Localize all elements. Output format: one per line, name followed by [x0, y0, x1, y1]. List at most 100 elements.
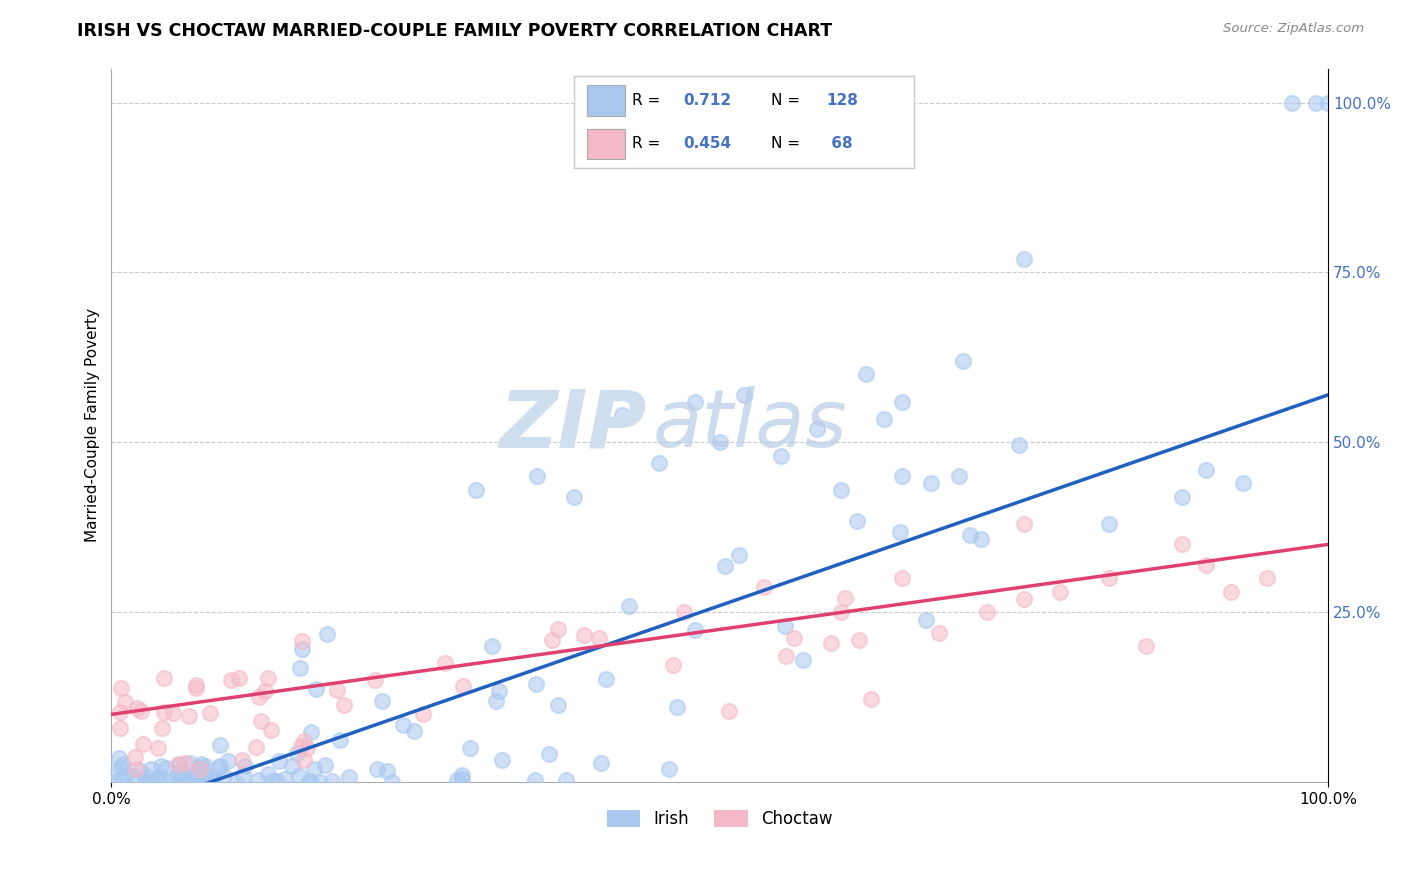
Point: [198, 706, 221, 720]
Point: [134, 774, 156, 789]
Point: [806, 422, 828, 436]
Point: [217, 754, 239, 768]
Point: [333, 698, 356, 712]
Point: [245, 739, 267, 754]
Point: [326, 682, 349, 697]
Point: [547, 622, 569, 636]
Point: [177, 709, 200, 723]
Point: [308, 775, 330, 789]
Point: [110, 705, 132, 719]
Point: [662, 658, 685, 673]
Point: [146, 772, 169, 786]
Point: [572, 627, 595, 641]
Point: [152, 671, 174, 685]
Point: [315, 626, 337, 640]
Point: [458, 740, 481, 755]
Point: [124, 750, 146, 764]
Point: [412, 706, 434, 721]
Point: [547, 698, 569, 713]
Point: [404, 724, 426, 739]
Point: [554, 773, 576, 788]
Point: [235, 759, 257, 773]
Point: [290, 739, 312, 753]
Point: [254, 684, 277, 698]
Point: [321, 773, 343, 788]
Point: [595, 672, 617, 686]
Point: [1098, 571, 1121, 585]
Point: [132, 738, 155, 752]
Point: [193, 764, 215, 779]
Point: [292, 753, 315, 767]
Text: Source: ZipAtlas.com: Source: ZipAtlas.com: [1223, 22, 1364, 36]
Point: [648, 456, 671, 470]
Point: [190, 757, 212, 772]
Point: [920, 476, 942, 491]
Point: [299, 724, 322, 739]
Point: [855, 368, 877, 382]
Point: [1219, 585, 1241, 599]
Point: [446, 772, 468, 787]
Point: [1171, 490, 1194, 504]
Point: [1195, 462, 1218, 476]
Point: [524, 677, 547, 691]
Point: [247, 690, 270, 704]
Point: [976, 606, 998, 620]
Point: [231, 753, 253, 767]
Point: [167, 765, 190, 780]
Point: [298, 773, 321, 788]
Point: [451, 679, 474, 693]
Point: [291, 634, 314, 648]
Point: [728, 549, 751, 563]
Point: [285, 747, 308, 761]
Point: [104, 764, 127, 778]
Point: [1135, 640, 1157, 654]
Point: [392, 717, 415, 731]
Point: [269, 754, 291, 768]
Point: [138, 775, 160, 789]
Point: [769, 449, 792, 463]
Point: [155, 761, 177, 775]
Point: [110, 681, 132, 696]
Point: [1007, 438, 1029, 452]
Point: [184, 772, 207, 786]
Point: [433, 656, 456, 670]
Point: [188, 769, 211, 783]
Y-axis label: Married-Couple Family Poverty: Married-Couple Family Poverty: [86, 309, 100, 542]
Point: [208, 759, 231, 773]
Point: [485, 694, 508, 708]
Point: [891, 571, 914, 585]
Point: [247, 773, 270, 788]
Point: [129, 704, 152, 718]
Point: [1195, 558, 1218, 572]
Point: [201, 773, 224, 788]
Point: [198, 771, 221, 785]
Point: [114, 695, 136, 709]
Point: [111, 756, 134, 771]
Point: [288, 661, 311, 675]
Point: [959, 528, 981, 542]
Legend: Irish, Choctaw: Irish, Choctaw: [600, 803, 839, 835]
Point: [612, 409, 634, 423]
Point: [181, 766, 204, 780]
Point: [170, 769, 193, 783]
Point: [135, 769, 157, 783]
Point: [948, 468, 970, 483]
Point: [305, 681, 328, 696]
Text: atlas: atlas: [652, 386, 848, 465]
Point: [366, 762, 388, 776]
Point: [179, 756, 201, 770]
Point: [848, 633, 870, 648]
Point: [1305, 95, 1327, 110]
Point: [291, 642, 314, 657]
Point: [179, 774, 201, 789]
Point: [752, 580, 775, 594]
Point: [201, 772, 224, 786]
Point: [129, 764, 152, 779]
Point: [194, 758, 217, 772]
Point: [208, 738, 231, 752]
Point: [180, 772, 202, 787]
Point: [617, 599, 640, 614]
Point: [481, 639, 503, 653]
Point: [257, 671, 280, 685]
Point: [139, 763, 162, 777]
